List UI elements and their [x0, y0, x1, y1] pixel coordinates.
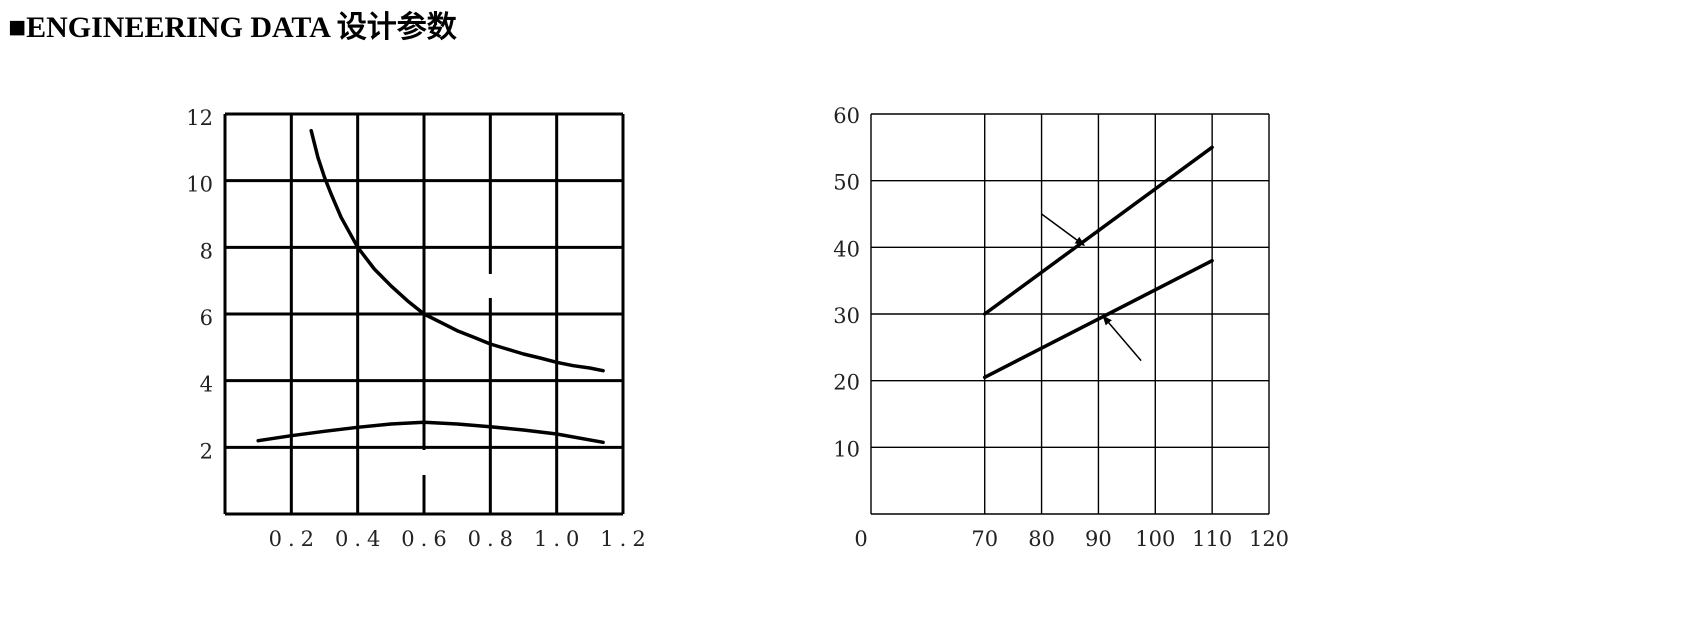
series-line-2	[982, 258, 1214, 380]
chart-right: 0 70 80 90 100 110 120 10 20 30 40 50 60	[833, 104, 1289, 551]
x-tick-label: 0.4	[335, 527, 386, 551]
y-tick-label: 4	[200, 373, 213, 397]
x-tick-label: 120	[1249, 527, 1289, 551]
y-tick-label: 10	[186, 173, 213, 197]
annotation-arrow-2	[1102, 315, 1142, 362]
x-tick-label: 0.2	[269, 527, 320, 551]
x-tick-label: 100	[1135, 527, 1175, 551]
x-tick-label: 110	[1192, 527, 1232, 551]
x-tick-label: 90	[1085, 527, 1112, 551]
y-tick-label: 2	[200, 439, 213, 463]
series-line-1	[309, 128, 605, 373]
y-tick-label: 10	[833, 437, 860, 461]
series-line-2	[256, 420, 605, 445]
y-tick-label: 8	[200, 239, 213, 263]
y-tick-label: 12	[186, 106, 213, 130]
page-title: ■ENGINEERING DATA 设计参数	[8, 11, 457, 44]
series-line-1	[982, 145, 1214, 316]
y-tick-label: 6	[200, 306, 213, 330]
y-tick-label: 20	[833, 371, 860, 395]
y-tick-label: 50	[833, 171, 860, 195]
y-tick-label: 30	[833, 304, 860, 328]
annotation-arrow-1	[1041, 213, 1086, 246]
x-tick-label: 1.0	[534, 527, 585, 551]
x-tick-label: 0.8	[468, 527, 519, 551]
y-tick-label: 40	[833, 237, 860, 261]
chart-left: 0.2 0.4 0.6 0.8 1.0 1.2 2 4 6 8 10 12	[186, 106, 651, 551]
x-tick-label: 0.6	[401, 527, 452, 551]
y-tick-label: 60	[833, 104, 860, 128]
origin-label: 0	[854, 527, 867, 551]
x-tick-label: 80	[1028, 527, 1055, 551]
x-tick-label: 70	[971, 527, 998, 551]
x-tick-label: 1.2	[600, 527, 651, 551]
